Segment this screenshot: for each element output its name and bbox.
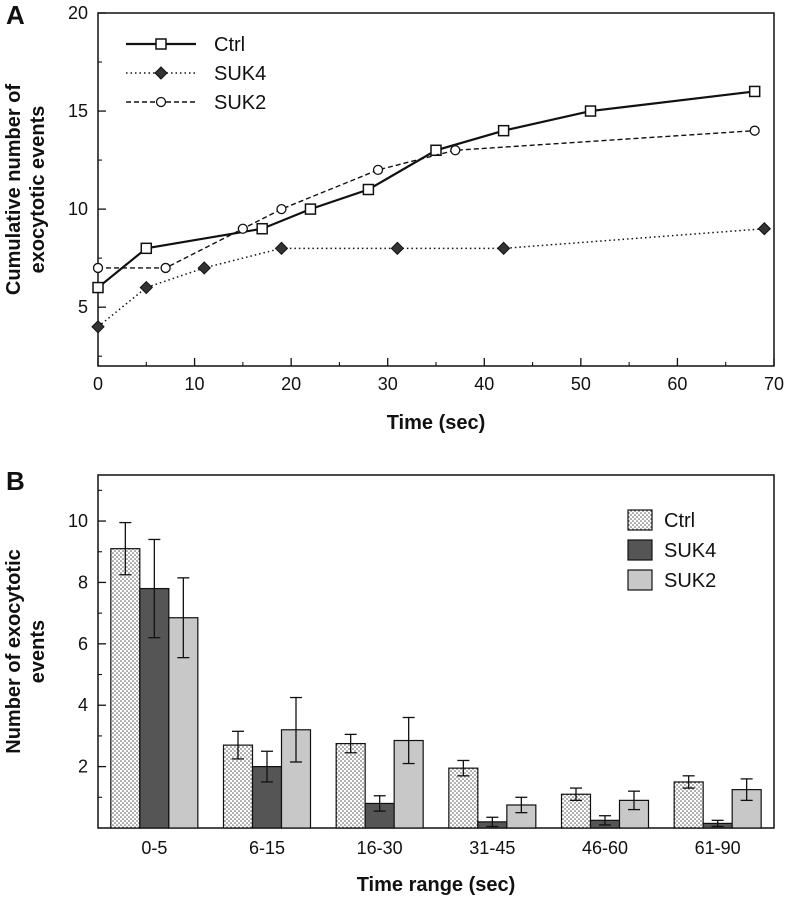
x-tick-label: 40 bbox=[474, 374, 494, 394]
series-line-ctrl bbox=[97, 90, 755, 289]
y-tick-label: 20 bbox=[68, 3, 88, 23]
point-ctrl bbox=[430, 144, 442, 157]
legend-marker-suk2 bbox=[155, 96, 167, 108]
legend-label-suk2: SUK2 bbox=[664, 570, 716, 592]
y-tick-label: 10 bbox=[68, 511, 88, 531]
legend-a: Ctrl SUK4 SUK2 bbox=[126, 34, 266, 114]
point-ctrl bbox=[584, 105, 597, 117]
x-axis-title: Time (sec) bbox=[387, 412, 486, 434]
point-suk2 bbox=[160, 262, 171, 274]
series-suk4 bbox=[91, 222, 772, 334]
bar-ctrl bbox=[448, 767, 479, 829]
y-tick-label: 4 bbox=[78, 695, 88, 715]
bar-ctrl bbox=[110, 548, 141, 829]
series-line-suk4 bbox=[97, 227, 765, 328]
x-tick-label: 60 bbox=[667, 374, 687, 394]
y-tick-label: 2 bbox=[78, 757, 88, 777]
point-suk4 bbox=[139, 280, 153, 295]
legend-label-ctrl: Ctrl bbox=[214, 34, 245, 56]
point-suk4 bbox=[274, 241, 289, 256]
x-tick-label: 30 bbox=[378, 374, 398, 394]
point-ctrl bbox=[497, 124, 510, 137]
plot-frame bbox=[97, 12, 775, 367]
point-ctrl bbox=[748, 85, 761, 98]
legend-label-ctrl: Ctrl bbox=[664, 510, 695, 532]
point-suk4 bbox=[390, 241, 405, 256]
series-line-suk2 bbox=[98, 129, 755, 269]
x-axis-title: Time range (sec) bbox=[357, 874, 516, 896]
x-tick-label: 0 bbox=[93, 374, 103, 394]
y-tick-label: 5 bbox=[78, 297, 88, 317]
panel-a-label: A bbox=[6, 0, 25, 30]
series-ctrl bbox=[110, 521, 704, 829]
point-ctrl bbox=[362, 183, 375, 196]
y-axis-title-line-1: Number of exocytotic bbox=[3, 549, 25, 753]
point-ctrl bbox=[256, 222, 268, 235]
x-tick-label: 20 bbox=[281, 374, 301, 394]
x-tick-label: 16-30 bbox=[357, 838, 403, 858]
x-tick-label: 10 bbox=[185, 374, 205, 394]
legend-marker-suk4 bbox=[154, 66, 168, 80]
point-ctrl bbox=[140, 242, 153, 255]
panel-b-label: B bbox=[6, 466, 25, 496]
bar-ctrl bbox=[673, 781, 704, 829]
point-suk4 bbox=[91, 320, 105, 334]
x-tick-label: 61-90 bbox=[695, 838, 741, 858]
point-suk4 bbox=[496, 241, 511, 256]
bar-ctrl bbox=[335, 742, 366, 829]
x-tick-label: 0-5 bbox=[141, 838, 167, 858]
legend-swatch-suk4 bbox=[627, 539, 653, 561]
point-suk4 bbox=[757, 222, 772, 236]
y-tick-label: 10 bbox=[68, 199, 88, 219]
y-tick-label: 8 bbox=[78, 572, 88, 592]
y-tick-label: 15 bbox=[68, 101, 88, 121]
point-ctrl bbox=[304, 203, 317, 215]
y-axis-title: Number of exocytotic events bbox=[3, 549, 49, 753]
legend-swatch-ctrl bbox=[627, 509, 653, 531]
x-tick-label: 70 bbox=[764, 374, 784, 394]
point-suk2 bbox=[372, 164, 384, 176]
point-suk2 bbox=[276, 203, 287, 215]
series-suk2 bbox=[92, 125, 760, 274]
chart-b: 2 4 6 8 10 0-5 6-15 16-30 31-45 46-60 61-90 Time ra… bbox=[3, 474, 775, 896]
point-suk2 bbox=[749, 125, 760, 136]
y-tick-label: 6 bbox=[78, 634, 88, 654]
x-tick-label: 6-15 bbox=[249, 838, 285, 858]
legend-b: Ctrl SUK4 SUK2 bbox=[627, 509, 716, 592]
legend-marker-ctrl bbox=[155, 38, 167, 50]
y-axis-title-line-2: events bbox=[27, 620, 49, 683]
plot-frame bbox=[97, 474, 775, 829]
legend-label-suk4: SUK4 bbox=[214, 63, 266, 85]
x-tick-label: 46-60 bbox=[582, 838, 628, 858]
y-axis-title-line-2: exocytotic events bbox=[27, 106, 49, 274]
y-axis-title-line-1: Cumulative number of bbox=[3, 84, 25, 295]
point-suk2 bbox=[92, 262, 104, 274]
series-suk2 bbox=[168, 577, 762, 829]
point-ctrl bbox=[92, 281, 104, 294]
point-suk2 bbox=[237, 223, 249, 234]
x-tick-label: 31-45 bbox=[469, 838, 515, 858]
point-suk4 bbox=[197, 261, 211, 275]
legend-label-suk2: SUK2 bbox=[214, 92, 266, 114]
chart-a: 0 10 20 30 40 50 60 70 5 10 15 20 Time (sec) Cumulati… bbox=[3, 3, 784, 434]
series-ctrl bbox=[92, 85, 761, 294]
point-suk2 bbox=[450, 145, 461, 156]
x-tick-label: 50 bbox=[571, 374, 591, 394]
legend-label-suk4: SUK4 bbox=[664, 540, 716, 562]
legend-swatch-suk2 bbox=[627, 569, 653, 591]
y-axis-title: Cumulative number of exocytotic events bbox=[3, 84, 49, 295]
